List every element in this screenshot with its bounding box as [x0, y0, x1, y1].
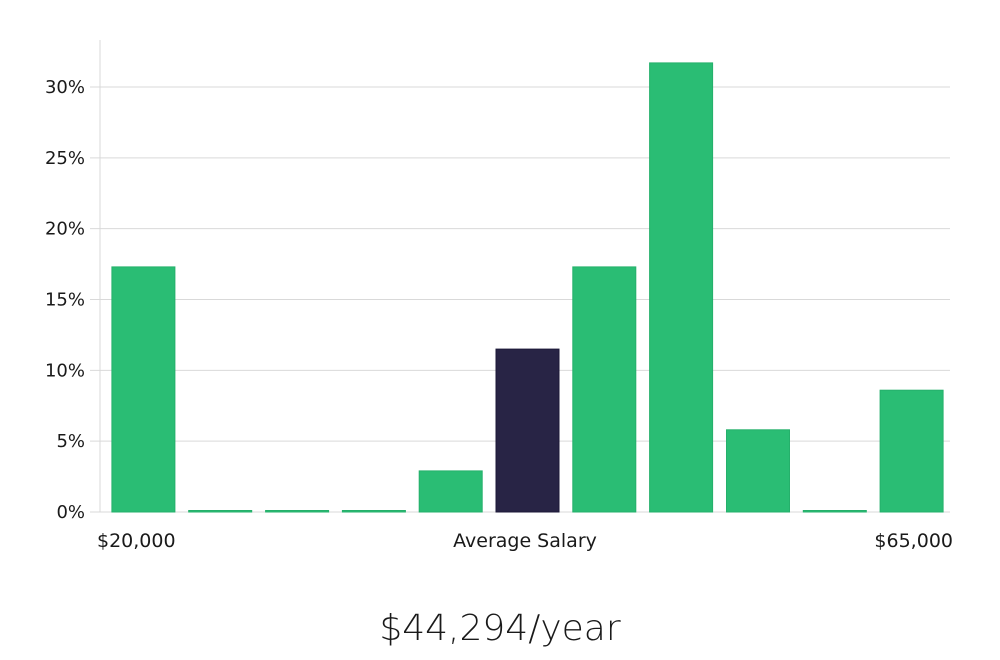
bar	[418, 470, 483, 513]
y-tick-label: 25%	[45, 148, 85, 169]
y-tick-label: 20%	[45, 219, 85, 240]
bars	[111, 62, 944, 513]
bar	[188, 510, 253, 513]
salary-histogram: 0% 5% 10% 15% 20% 25% 30% $20,000 Average Sala…	[45, 40, 953, 552]
bar	[649, 62, 714, 513]
y-tick-labels: 0% 5% 10% 15% 20% 25% 30%	[45, 77, 85, 523]
bar-average-salary	[495, 348, 560, 513]
x-start-label: $20,000	[97, 530, 176, 552]
y-tick-label: 0%	[56, 502, 85, 523]
bar	[726, 429, 790, 513]
bar	[572, 266, 637, 513]
bar	[341, 510, 406, 513]
x-end-label: $65,000	[874, 530, 953, 552]
bar	[879, 389, 944, 513]
y-tick-label: 15%	[45, 290, 85, 311]
y-tick-label: 10%	[45, 360, 85, 381]
average-salary-value: $44,294/year	[379, 608, 621, 649]
y-tick-label: 5%	[56, 431, 85, 452]
bar	[802, 510, 867, 513]
bar	[111, 266, 176, 513]
bar	[265, 510, 330, 513]
x-axis-label: Average Salary	[453, 530, 597, 552]
y-tick-label: 30%	[45, 77, 85, 98]
